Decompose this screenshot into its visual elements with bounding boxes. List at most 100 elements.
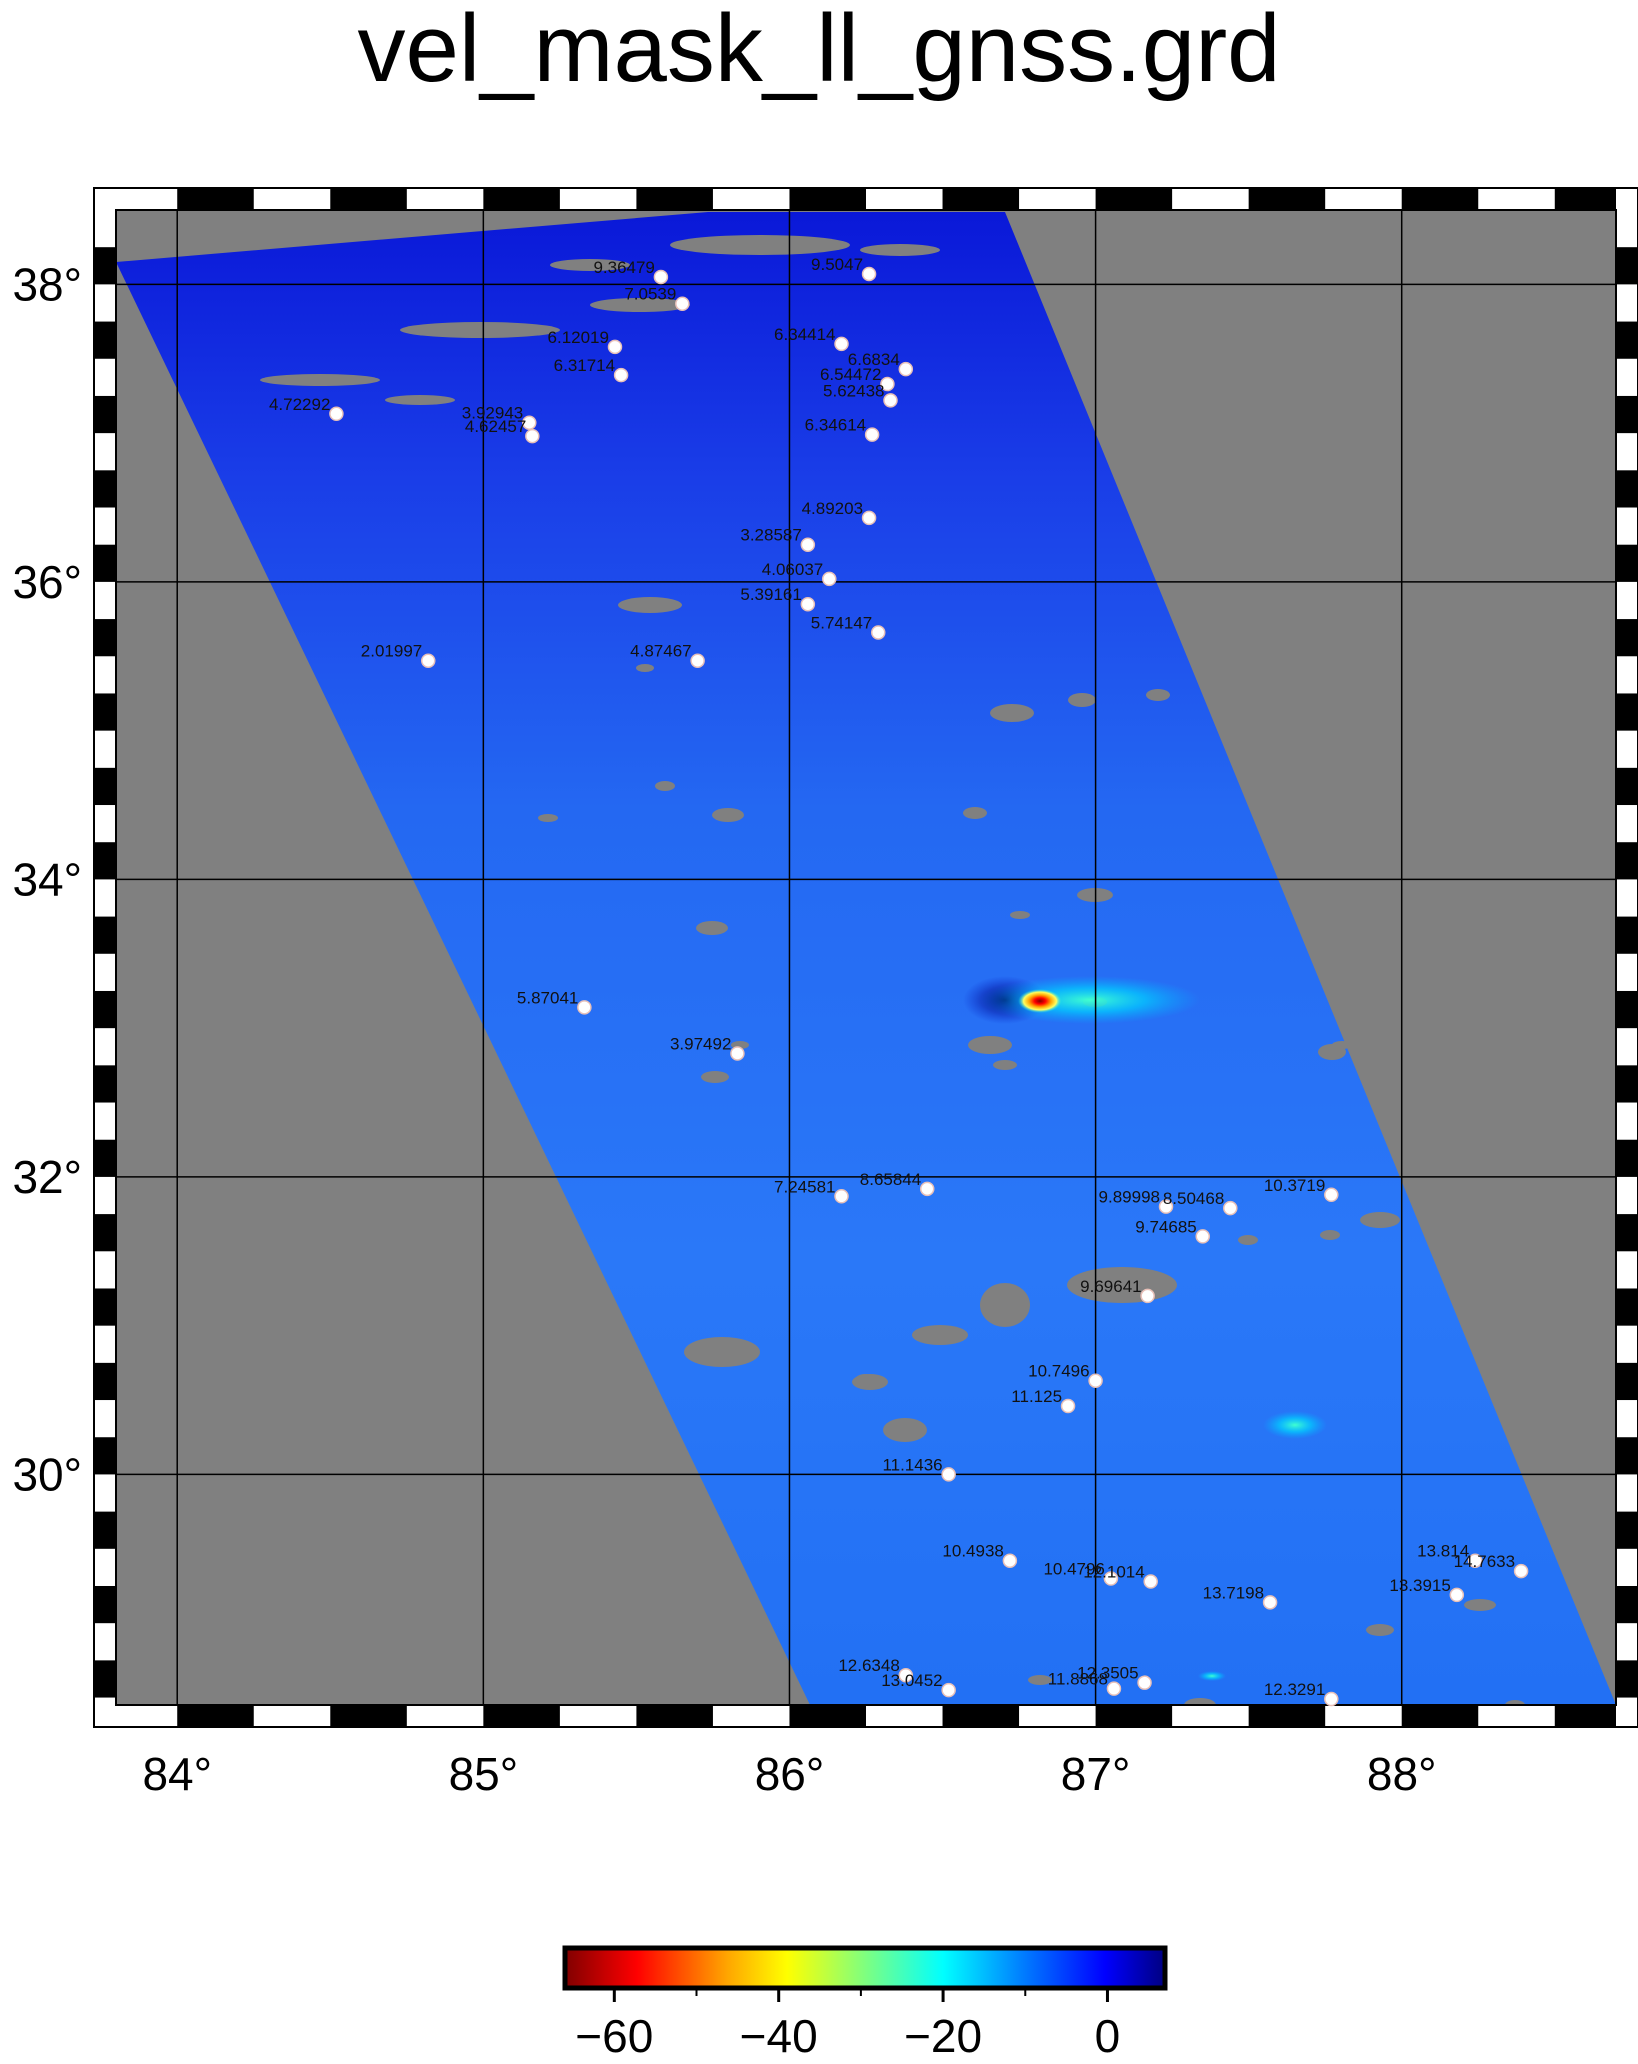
station-dot (899, 363, 912, 376)
station-velocity-label: 13.7198 (1203, 1583, 1264, 1602)
station-velocity-label: 8.50468 (1163, 1189, 1224, 1208)
station-dot (921, 1182, 934, 1195)
station-velocity-label: 5.62438 (823, 381, 884, 400)
station-dot (1264, 1596, 1277, 1609)
colorbar-tick-label: −40 (740, 2010, 818, 2062)
station-dot (1224, 1202, 1237, 1215)
longitude-labels: 84° 85° 86° 87° 88° (142, 1748, 1436, 1800)
frame-segment (94, 1437, 116, 1474)
station-velocity-label: 13.3915 (1389, 1576, 1450, 1595)
frame-segment (1616, 470, 1638, 507)
frame-segment (94, 693, 116, 730)
station-velocity-label: 4.89203 (802, 499, 863, 518)
station-velocity-label: 7.24581 (774, 1177, 835, 1196)
station-velocity-label: 3.97492 (670, 1034, 731, 1053)
deformation-hotspot (1018, 989, 1062, 1013)
frame-segment (1616, 322, 1638, 359)
frame-segment (1616, 693, 1638, 730)
frame-segment (94, 768, 116, 805)
station-velocity-label: 10.7496 (1028, 1362, 1089, 1381)
station-dot (608, 340, 621, 353)
station-dot (422, 654, 435, 667)
frame-segment (1616, 917, 1638, 954)
frame-segment (1616, 1437, 1638, 1474)
frame-segment (94, 1140, 116, 1177)
colorbar-tick-label: 0 (1095, 2010, 1121, 2062)
station-dot (1325, 1693, 1338, 1706)
station-velocity-label: 13.0452 (881, 1671, 942, 1690)
frame-segment (943, 188, 1020, 210)
station-dot (731, 1047, 744, 1060)
frame-segment (1402, 188, 1479, 210)
station-dot (1003, 1554, 1016, 1567)
lat-tick-label: 34° (12, 853, 82, 905)
frame-segment (94, 991, 116, 1028)
station-velocity-label: 10.4938 (942, 1542, 1003, 1561)
frame-segment (1616, 1140, 1638, 1177)
station-dot (1325, 1188, 1338, 1201)
frame-segment (1616, 1660, 1638, 1697)
frame-segment (1616, 619, 1638, 656)
station-velocity-label: 5.74147 (811, 613, 872, 632)
station-dot (872, 626, 885, 639)
station-dot (863, 267, 876, 280)
frame-segment (636, 188, 713, 210)
colorbar-tick-label: −60 (575, 2010, 653, 2062)
station-velocity-label: 6.31714 (554, 356, 615, 375)
station-velocity-label: 12.1014 (1083, 1563, 1144, 1582)
station-dot (1141, 1289, 1154, 1302)
station-velocity-label: 6.34614 (805, 416, 866, 435)
station-dot (1107, 1682, 1120, 1695)
station-dot (863, 511, 876, 524)
station-velocity-label: 9.5047 (811, 255, 863, 274)
station-dot (654, 270, 667, 283)
station-dot (835, 1190, 848, 1203)
station-dot (1062, 1400, 1075, 1413)
station-dot (526, 430, 539, 443)
station-velocity-label: 11.8868 (1048, 1670, 1108, 1689)
frame-segment (177, 188, 254, 210)
frame-segment (1249, 1705, 1326, 1727)
cyan-plume (980, 976, 1200, 1024)
station-dot (884, 394, 897, 407)
frame-segment (1616, 1288, 1638, 1325)
station-dot (1089, 1374, 1102, 1387)
lat-tick-label: 30° (12, 1448, 82, 1500)
frame-segment (636, 1705, 713, 1727)
frame-segment (1249, 188, 1326, 210)
lon-tick-label: 85° (449, 1748, 519, 1800)
frame-segment (94, 1214, 116, 1251)
lon-tick-label: 88° (1367, 1748, 1437, 1800)
station-velocity-label: 9.89998 (1099, 1188, 1160, 1207)
frame-segment (789, 1705, 866, 1727)
frame-segment (94, 247, 116, 284)
frame-segment (94, 322, 116, 359)
station-velocity-label: 9.74685 (1135, 1217, 1196, 1236)
frame-segment (1616, 991, 1638, 1028)
station-velocity-label: 7.0539 (624, 285, 676, 304)
station-dot (1196, 1230, 1209, 1243)
frame-segment (94, 470, 116, 507)
colorbar: −60 −40 −20 0 (565, 1948, 1165, 2062)
station-velocity-label: 12.3291 (1264, 1680, 1325, 1699)
station-velocity-label: 6.12019 (548, 328, 609, 347)
lon-tick-label: 87° (1061, 1748, 1131, 1800)
frame-segment (1555, 188, 1616, 210)
lon-tick-label: 84° (142, 1748, 212, 1800)
station-dot (942, 1684, 955, 1697)
frame-segment (1555, 1705, 1616, 1727)
station-dot (1144, 1575, 1157, 1588)
frame-segment (94, 545, 116, 582)
frame-segment (1096, 1705, 1173, 1727)
frame-segment (1616, 545, 1638, 582)
station-dot (1515, 1565, 1528, 1578)
station-velocity-label: 4.87467 (630, 642, 691, 661)
station-velocity-label: 14.7633 (1454, 1552, 1515, 1571)
frame-segment (94, 1065, 116, 1102)
frame-segment (330, 1705, 407, 1727)
latitude-labels: 30°32°34°36°38° (12, 258, 82, 1500)
station-dot (866, 428, 879, 441)
station-velocity-label: 8.65844 (860, 1170, 921, 1189)
station-dot (330, 407, 343, 420)
